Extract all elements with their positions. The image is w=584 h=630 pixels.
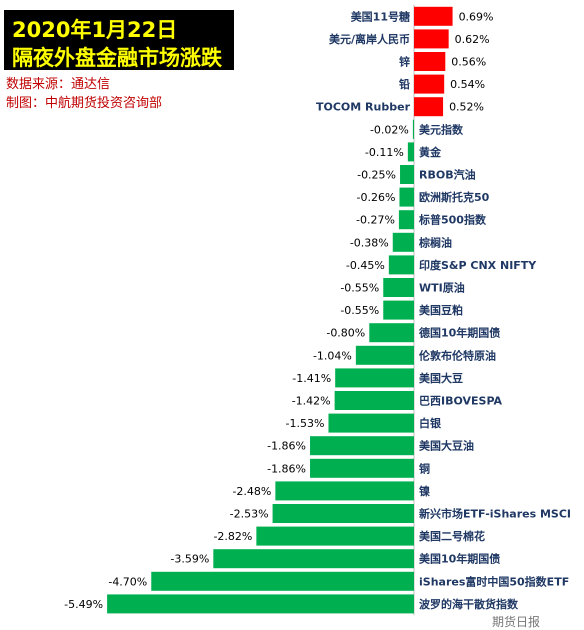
bar-5 (412, 119, 414, 139)
category-label-21: 镍 (419, 484, 430, 498)
category-label-24: 美国10年期国债 (419, 552, 500, 566)
value-label-14: -0.80% (326, 327, 365, 340)
bar-16 (335, 368, 414, 388)
bar-22 (272, 504, 414, 523)
chart-credit-note: 制图：中航期货投资咨询部 (6, 96, 163, 111)
bar-2 (414, 52, 446, 71)
value-label-16: -1.41% (292, 372, 331, 385)
category-label-16: 美国大豆 (419, 371, 463, 385)
bar-13 (383, 300, 414, 320)
bar-19 (310, 436, 414, 456)
chart-title: 隔夜外盘金融市场涨跌 (12, 46, 222, 70)
category-label-23: 美国二号棉花 (419, 529, 485, 543)
bar-20 (310, 458, 414, 478)
bar-7 (400, 165, 414, 184)
bar-21 (275, 481, 414, 501)
bar-15 (355, 345, 414, 365)
value-label-20: -1.86% (267, 462, 306, 475)
category-label-6: 黄金 (419, 145, 442, 159)
category-label-11: 印度S&P CNX NIFTY (419, 258, 537, 272)
bar-9 (398, 210, 414, 230)
value-label-1: 0.62% (455, 33, 490, 46)
bar-1 (414, 29, 449, 49)
category-label-3: 铅 (399, 77, 410, 91)
value-label-6: -0.11% (365, 146, 404, 159)
bar-24 (213, 549, 414, 569)
value-label-26: -5.49% (64, 598, 103, 611)
value-label-9: -0.27% (356, 214, 395, 227)
data-source-note: 数据来源：通达信 (6, 77, 111, 92)
bar-6 (407, 142, 414, 162)
category-label-22: 新兴市场ETF-iShares MSCI (419, 507, 571, 521)
value-label-22: -2.53% (230, 508, 269, 521)
bar-8 (399, 187, 414, 207)
category-label-26: 波罗的海干散货指数 (419, 597, 519, 611)
bar-0 (414, 6, 453, 26)
watermark-text: 期货日报 (492, 615, 541, 629)
value-label-23: -2.82% (213, 530, 252, 543)
category-label-8: 欧洲斯托克50 (419, 190, 490, 204)
value-label-2: 0.56% (451, 56, 486, 69)
bar-4 (414, 97, 444, 117)
category-label-14: 德国10年期国债 (418, 326, 500, 340)
category-label-18: 白银 (419, 416, 442, 430)
bar-25 (151, 571, 414, 591)
value-label-17: -1.42% (292, 395, 331, 408)
bar-26 (107, 594, 414, 614)
category-label-7: RBOB汽油 (419, 168, 476, 182)
category-label-2: 锌 (399, 55, 410, 69)
category-label-0: 美国11号糖 (351, 9, 410, 23)
value-label-24: -3.59% (170, 553, 209, 566)
category-label-9: 标普500指数 (418, 213, 487, 227)
value-label-12: -0.55% (340, 282, 379, 295)
bar-3 (414, 74, 445, 94)
category-label-13: 美国豆粕 (419, 303, 463, 317)
category-label-4: TOCOM Rubber (316, 101, 411, 114)
value-label-13: -0.55% (340, 304, 379, 317)
value-label-21: -2.48% (232, 485, 271, 498)
value-label-3: 0.54% (450, 78, 485, 91)
bar-10 (392, 232, 414, 252)
value-label-10: -0.38% (350, 236, 389, 249)
value-label-7: -0.25% (357, 169, 396, 182)
bar-18 (328, 413, 414, 433)
value-label-8: -0.26% (357, 191, 396, 204)
value-label-11: -0.45% (346, 259, 385, 272)
category-label-19: 美国大豆油 (419, 439, 474, 453)
bar-17 (334, 391, 414, 410)
category-label-12: WTI原油 (419, 281, 465, 295)
bar-14 (369, 323, 414, 343)
category-label-5: 美元指数 (419, 122, 464, 136)
category-label-17: 巴西IBOVESPA (419, 395, 503, 408)
value-label-4: 0.52% (449, 101, 484, 114)
category-label-25: iShares富时中国50指数ETF (419, 574, 569, 588)
bar-12 (383, 278, 414, 297)
bar-11 (388, 255, 414, 275)
title-box: 2020年1月22日 隔夜外盘金融市场涨跌 (4, 10, 234, 70)
value-label-5: -0.02% (370, 123, 409, 136)
value-label-19: -1.86% (267, 440, 306, 453)
category-label-15: 伦敦布伦特原油 (419, 348, 496, 362)
value-label-25: -4.70% (108, 575, 147, 588)
chart-title-date: 2020年1月22日 (12, 18, 178, 42)
value-label-15: -1.04% (313, 349, 352, 362)
category-label-1: 美元/离岸人民币 (329, 32, 410, 46)
category-label-10: 棕榈油 (418, 235, 452, 249)
bar-23 (256, 526, 414, 546)
category-label-20: 铜 (418, 461, 430, 475)
value-label-0: 0.69% (459, 10, 494, 23)
value-label-18: -1.53% (286, 417, 325, 430)
